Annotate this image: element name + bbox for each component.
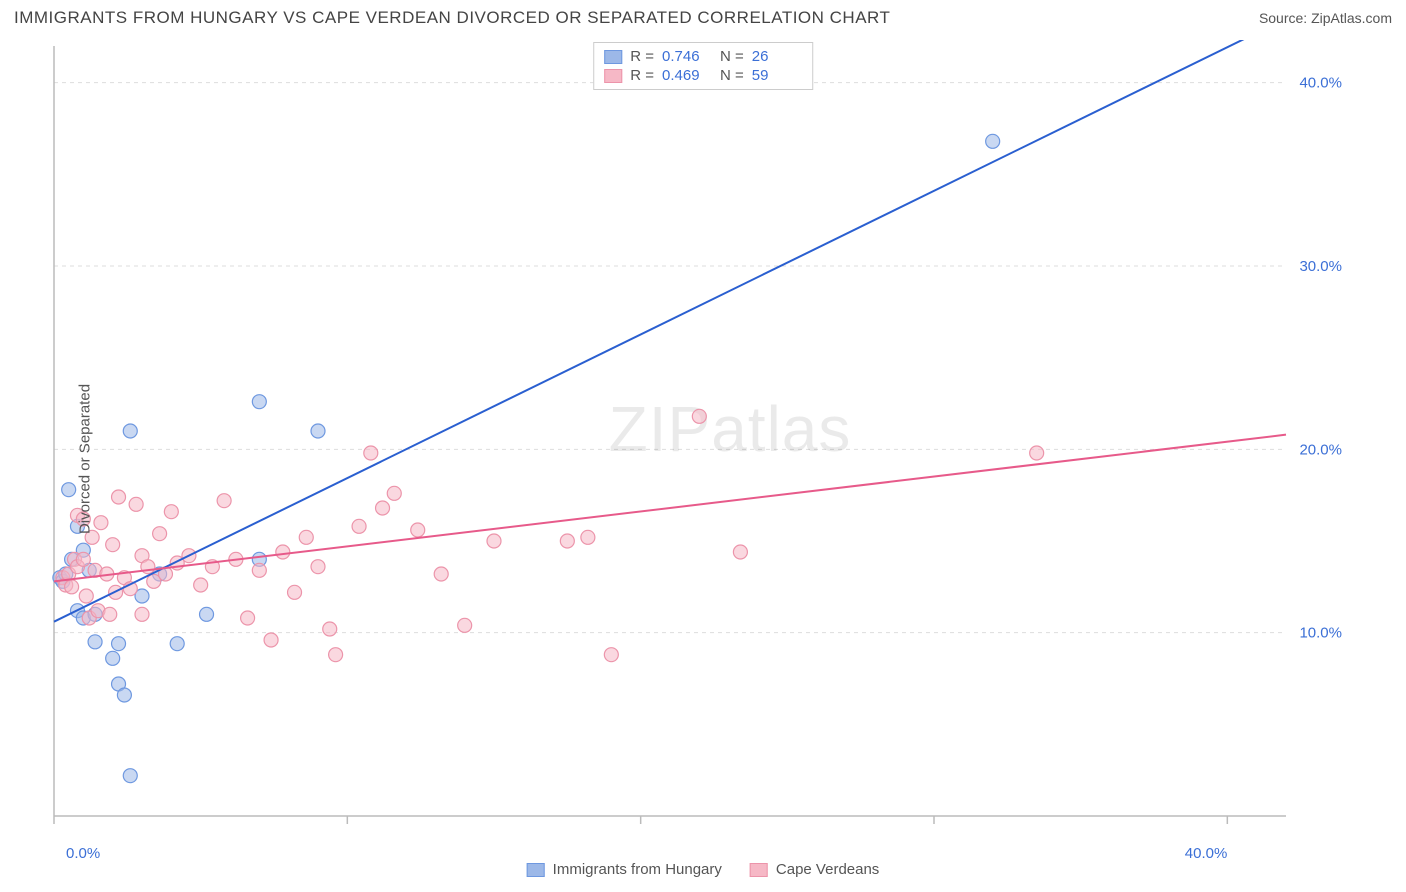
data-point — [106, 538, 120, 552]
legend-n-value: 59 — [752, 67, 802, 84]
chart-container: Divorced or Separated 10.0% 20.0% 30.0% 40.… — [14, 40, 1392, 878]
data-point — [329, 648, 343, 662]
data-point — [311, 560, 325, 574]
header: IMMIGRANTS FROM HUNGARY VS CAPE VERDEAN … — [0, 0, 1406, 32]
data-point — [288, 585, 302, 599]
data-point — [94, 516, 108, 530]
data-point — [123, 769, 137, 783]
data-point — [129, 497, 143, 511]
data-point — [200, 607, 214, 621]
legend-swatch — [750, 863, 768, 877]
legend-r-value: 0.746 — [662, 48, 712, 65]
data-point — [276, 545, 290, 559]
legend-r-label: R = — [630, 67, 654, 84]
data-point — [62, 483, 76, 497]
y-tick-label: 10.0% — [1299, 625, 1342, 642]
legend-stats-row: R = 0.469 N = 59 — [604, 66, 802, 85]
legend-swatch — [604, 50, 622, 64]
source-label: Source: — [1259, 10, 1307, 26]
data-point — [1030, 446, 1044, 460]
legend-n-label: N = — [720, 48, 744, 65]
data-point — [65, 580, 79, 594]
legend-series-item: Immigrants from Hungary — [527, 861, 722, 878]
data-point — [106, 651, 120, 665]
chart-title: IMMIGRANTS FROM HUNGARY VS CAPE VERDEAN … — [14, 8, 890, 28]
data-point — [560, 534, 574, 548]
data-point — [252, 563, 266, 577]
legend-swatch — [527, 863, 545, 877]
data-point — [352, 519, 366, 533]
data-point — [581, 530, 595, 544]
source-attribution: Source: ZipAtlas.com — [1259, 10, 1392, 26]
legend-series-label: Immigrants from Hungary — [553, 861, 722, 878]
data-point — [387, 486, 401, 500]
data-point — [103, 607, 117, 621]
data-point — [170, 637, 184, 651]
legend-r-value: 0.469 — [662, 67, 712, 84]
data-point — [217, 494, 231, 508]
legend-stats: R = 0.746 N = 26 R = 0.469 N = 59 — [593, 42, 813, 90]
data-point — [323, 622, 337, 636]
legend-r-label: R = — [630, 48, 654, 65]
legend-series-item: Cape Verdeans — [750, 861, 879, 878]
data-point — [79, 589, 93, 603]
data-point — [264, 633, 278, 647]
data-point — [311, 424, 325, 438]
y-tick-label: 20.0% — [1299, 441, 1342, 458]
legend-swatch — [604, 69, 622, 83]
data-point — [458, 618, 472, 632]
legend-series-label: Cape Verdeans — [776, 861, 879, 878]
data-point — [434, 567, 448, 581]
x-tick-label: 0.0% — [66, 845, 100, 860]
data-point — [88, 635, 102, 649]
data-point — [364, 446, 378, 460]
data-point — [112, 490, 126, 504]
data-point — [123, 424, 137, 438]
data-point — [692, 409, 706, 423]
data-point — [376, 501, 390, 515]
data-point — [194, 578, 208, 592]
data-point — [112, 637, 126, 651]
y-tick-label: 40.0% — [1299, 75, 1342, 92]
y-tick-label: 30.0% — [1299, 258, 1342, 275]
x-tick-label: 40.0% — [1185, 845, 1228, 860]
data-point — [733, 545, 747, 559]
data-point — [153, 527, 167, 541]
scatter-chart: 10.0% 20.0% 30.0% 40.0% 0.0% 40.0% ZIPatlas — [14, 40, 1354, 860]
legend-stats-row: R = 0.746 N = 26 — [604, 47, 802, 66]
data-point — [164, 505, 178, 519]
data-point — [411, 523, 425, 537]
trend-line — [54, 40, 1286, 622]
data-point — [986, 134, 1000, 148]
source-value: ZipAtlas.com — [1311, 10, 1392, 26]
data-point — [299, 530, 313, 544]
legend-series: Immigrants from Hungary Cape Verdeans — [527, 861, 880, 878]
data-point — [252, 395, 266, 409]
watermark: ZIPatlas — [609, 393, 852, 465]
data-point — [135, 607, 149, 621]
data-point — [117, 688, 131, 702]
legend-n-value: 26 — [752, 48, 802, 65]
legend-n-label: N = — [720, 67, 744, 84]
data-point — [604, 648, 618, 662]
y-axis-label: Divorced or Separated — [77, 384, 94, 534]
data-point — [487, 534, 501, 548]
data-point — [241, 611, 255, 625]
data-point — [76, 552, 90, 566]
